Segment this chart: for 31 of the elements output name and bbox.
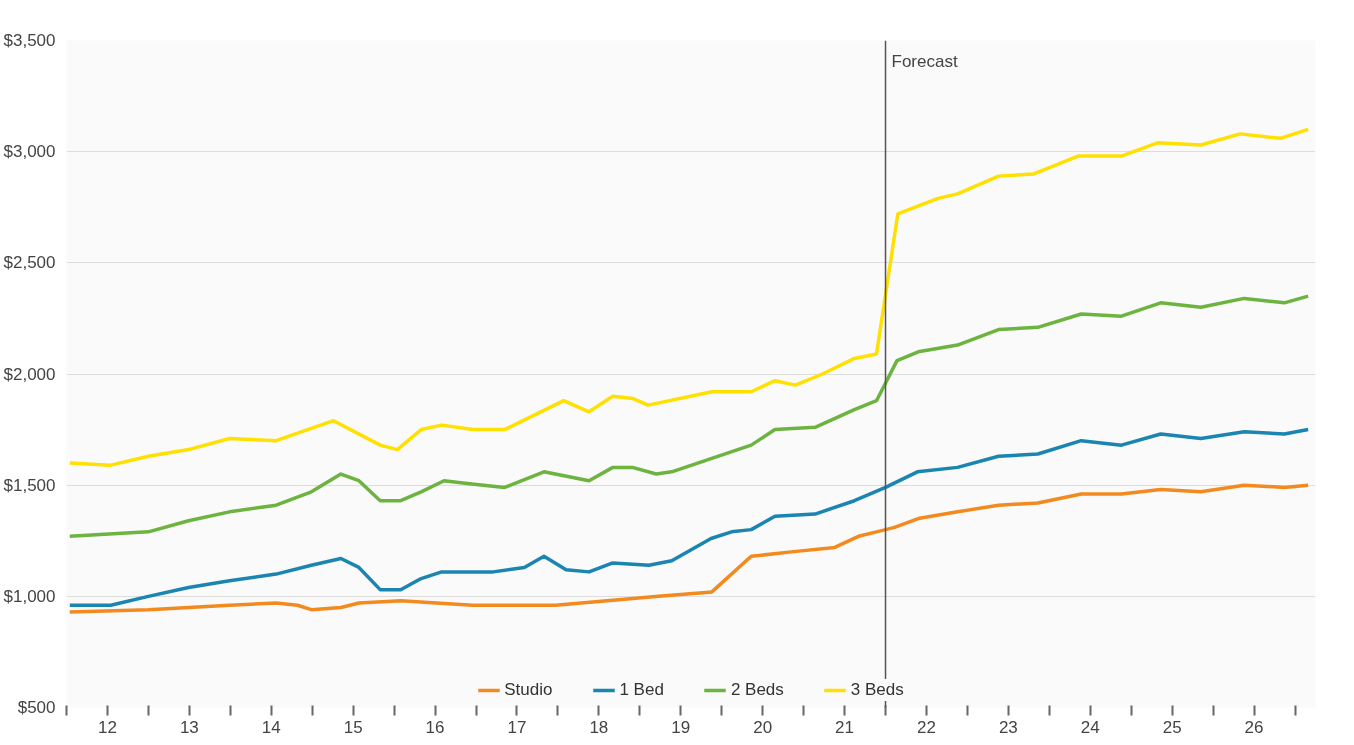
x-tick-label: 12 (98, 717, 117, 737)
legend-label: 1 Bed (619, 680, 664, 700)
y-tick-label: $1,000 (3, 586, 56, 606)
x-tick-label: 24 (1080, 717, 1100, 737)
x-tick-label: 16 (425, 717, 445, 737)
x-tick-label: 20 (753, 717, 773, 737)
legend-label: 3 Beds (850, 680, 904, 700)
x-tick-label: 22 (917, 717, 936, 737)
legend-label: Studio (504, 680, 553, 700)
y-tick-label: $2,500 (3, 253, 56, 273)
x-tick-label: 18 (589, 717, 609, 737)
x-tick-label: 15 (343, 717, 363, 737)
x-tick-label: 26 (1244, 717, 1264, 737)
x-tick-label: 17 (507, 717, 527, 737)
ref-line-label: Forecast (891, 51, 958, 71)
line-series (68, 427, 1310, 607)
legend-label: 2 Beds (730, 680, 784, 700)
x-tick-label: 23 (998, 717, 1018, 737)
x-tick-label: 14 (261, 717, 281, 737)
y-tick-label: $3,000 (3, 142, 56, 162)
line-series (68, 127, 1310, 467)
y-tick-label: $2,000 (3, 364, 56, 384)
y-tick-label: $1,500 (3, 475, 56, 495)
x-tick-label: 19 (671, 717, 691, 737)
line-series (68, 483, 1310, 614)
y-tick-label: $500 (17, 698, 56, 717)
x-tick-label: 25 (1162, 717, 1182, 737)
x-tick-label: 13 (179, 717, 199, 737)
y-tick-label: $3,500 (3, 31, 56, 50)
line-series (68, 294, 1310, 539)
x-tick-label: 21 (835, 717, 855, 737)
